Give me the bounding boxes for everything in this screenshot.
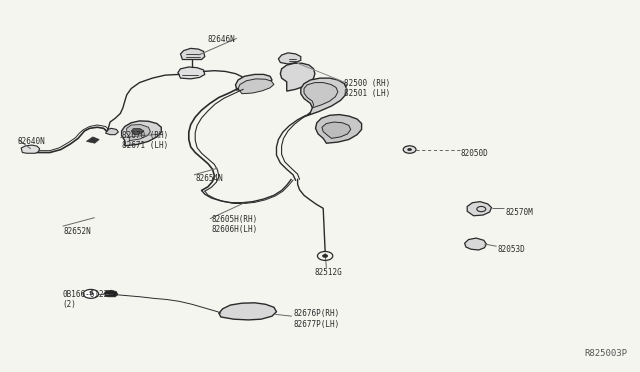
Polygon shape: [219, 303, 276, 320]
Polygon shape: [304, 83, 338, 108]
Text: 82640N: 82640N: [18, 137, 45, 146]
Text: 82512G: 82512G: [315, 268, 342, 277]
Polygon shape: [178, 67, 205, 79]
Polygon shape: [316, 115, 362, 143]
Polygon shape: [106, 128, 118, 135]
Text: 82654N: 82654N: [195, 174, 223, 183]
Circle shape: [83, 289, 99, 298]
Circle shape: [408, 148, 412, 151]
Text: 82652N: 82652N: [64, 227, 92, 236]
Polygon shape: [122, 121, 161, 146]
Text: 82570M: 82570M: [506, 208, 533, 217]
Circle shape: [403, 146, 416, 153]
Text: 82676P(RH)
82677P(LH): 82676P(RH) 82677P(LH): [293, 309, 339, 328]
Polygon shape: [236, 74, 272, 90]
Circle shape: [323, 254, 328, 257]
Polygon shape: [104, 290, 118, 297]
Polygon shape: [86, 137, 99, 143]
Text: 82500 (RH)
82501 (LH): 82500 (RH) 82501 (LH): [344, 79, 390, 98]
Text: 82646N: 82646N: [208, 35, 236, 44]
Text: 82053D: 82053D: [498, 245, 525, 254]
Polygon shape: [301, 78, 347, 116]
Polygon shape: [467, 202, 492, 216]
Text: 82050D: 82050D: [461, 149, 488, 158]
Polygon shape: [238, 79, 274, 94]
Polygon shape: [280, 63, 315, 91]
Polygon shape: [127, 125, 150, 141]
Polygon shape: [465, 238, 486, 250]
Polygon shape: [278, 53, 301, 64]
Polygon shape: [180, 48, 205, 60]
Text: 0B166-6122A
(2): 0B166-6122A (2): [62, 290, 113, 309]
Polygon shape: [322, 122, 351, 138]
Polygon shape: [131, 128, 144, 135]
Text: 82605H(RH)
82606H(LH): 82605H(RH) 82606H(LH): [211, 215, 257, 234]
Text: R825003P: R825003P: [584, 349, 627, 358]
Text: 82670 (RH)
82671 (LH): 82670 (RH) 82671 (LH): [122, 131, 168, 150]
Text: S: S: [88, 291, 93, 296]
Polygon shape: [21, 145, 40, 153]
